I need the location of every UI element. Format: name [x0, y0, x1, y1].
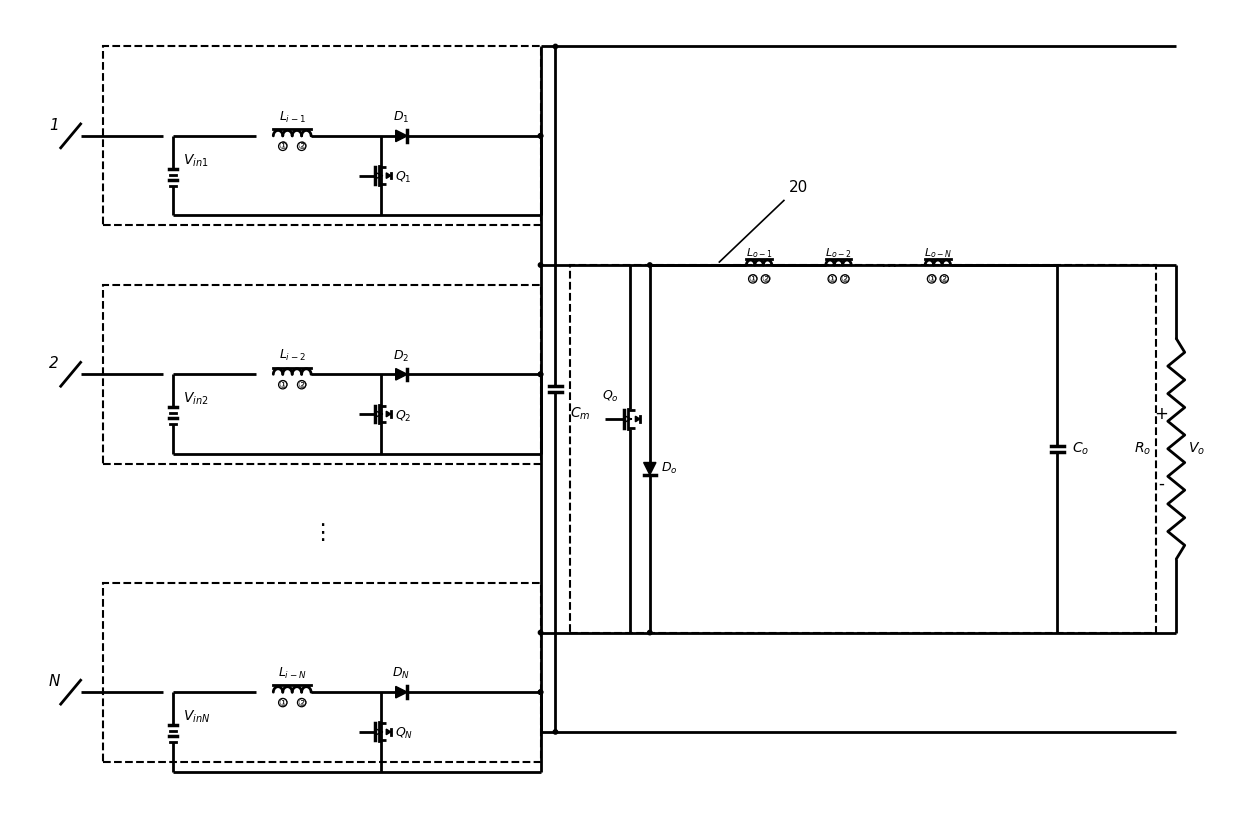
Text: ①: ① [928, 274, 936, 284]
Text: ①: ① [278, 141, 288, 151]
Text: $Q_2$: $Q_2$ [394, 409, 412, 424]
Text: $V_{in1}$: $V_{in1}$ [184, 153, 208, 169]
Text: $C_m$: $C_m$ [570, 406, 590, 422]
Text: $V_o$: $V_o$ [1188, 440, 1205, 457]
Text: $V_{in2}$: $V_{in2}$ [184, 391, 208, 407]
Polygon shape [396, 369, 407, 380]
Text: ①: ① [827, 274, 837, 284]
Text: 1: 1 [48, 118, 58, 133]
Circle shape [553, 730, 558, 734]
Text: $Q_o$: $Q_o$ [601, 389, 619, 404]
Text: 20: 20 [789, 180, 808, 195]
Text: 2: 2 [48, 356, 58, 371]
Polygon shape [644, 463, 656, 475]
Text: $D_1$: $D_1$ [393, 110, 409, 125]
Text: ⋮: ⋮ [311, 523, 334, 543]
Polygon shape [387, 729, 391, 735]
Circle shape [647, 263, 652, 267]
Text: $C_o$: $C_o$ [1071, 440, 1089, 457]
Circle shape [538, 690, 543, 695]
Polygon shape [396, 686, 407, 698]
Circle shape [538, 372, 543, 376]
Circle shape [538, 631, 543, 635]
Circle shape [538, 263, 543, 267]
Text: $L_{o-1}$: $L_{o-1}$ [745, 246, 773, 259]
Polygon shape [396, 130, 407, 142]
Text: ②: ② [298, 379, 306, 389]
Bar [570, 265, 1157, 632]
Text: $Q_N$: $Q_N$ [394, 726, 413, 741]
Circle shape [538, 372, 543, 376]
Circle shape [647, 631, 652, 635]
Text: $D_2$: $D_2$ [393, 349, 409, 364]
Text: $D_N$: $D_N$ [393, 666, 410, 681]
Text: ②: ② [841, 274, 849, 284]
Circle shape [538, 133, 543, 138]
Polygon shape [635, 416, 640, 422]
Circle shape [538, 690, 543, 695]
Text: $R_o$: $R_o$ [1135, 440, 1152, 457]
Circle shape [553, 44, 558, 48]
Text: ②: ② [761, 274, 770, 284]
Text: ①: ① [278, 697, 288, 707]
Circle shape [538, 133, 543, 138]
Text: $L_{i-1}$: $L_{i-1}$ [279, 110, 305, 125]
Text: -: - [1158, 475, 1164, 493]
Text: $L_{o-N}$: $L_{o-N}$ [924, 246, 952, 259]
Text: N: N [48, 674, 60, 689]
Text: $\cdots$: $\cdots$ [880, 255, 897, 273]
Bar [103, 583, 541, 761]
Text: ②: ② [940, 274, 949, 284]
Bar [103, 47, 541, 225]
Text: $D_o$: $D_o$ [661, 461, 677, 476]
Text: $Q_1$: $Q_1$ [394, 170, 412, 185]
Polygon shape [387, 411, 391, 417]
Polygon shape [387, 173, 391, 178]
Text: $L_{i-2}$: $L_{i-2}$ [279, 349, 305, 364]
Text: $L_{o-2}$: $L_{o-2}$ [825, 246, 852, 259]
Text: ②: ② [298, 141, 306, 151]
Bar [103, 285, 541, 464]
Text: $L_{i-N}$: $L_{i-N}$ [278, 666, 306, 681]
Text: ①: ① [748, 274, 758, 284]
Text: ①: ① [278, 379, 288, 389]
Text: ②: ② [298, 697, 306, 707]
Text: +: + [1154, 405, 1168, 423]
Text: $V_{inN}$: $V_{inN}$ [184, 709, 211, 726]
